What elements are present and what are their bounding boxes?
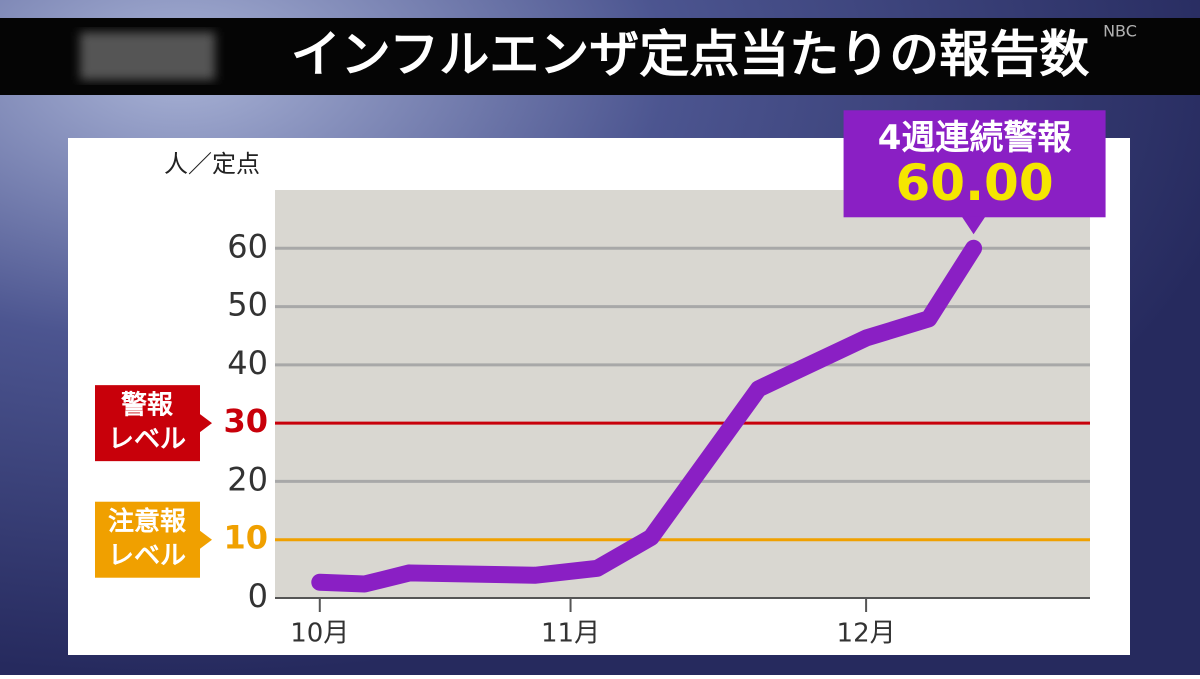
y-axis-label: 人／定点	[164, 150, 260, 178]
y-tick-label: 10	[223, 519, 268, 557]
callout-box	[843, 110, 1106, 218]
threshold-label: レベル	[108, 425, 186, 455]
y-tick-label: 60	[227, 227, 268, 265]
y-tick-label: 40	[227, 344, 268, 382]
callout-pointer	[961, 216, 986, 235]
y-tick-label: 50	[227, 286, 268, 324]
x-tick-label: 12月	[837, 619, 896, 649]
y-tick-label: 20	[227, 460, 268, 498]
data-line	[311, 239, 983, 593]
threshold-arrow	[200, 414, 212, 433]
threshold-label: 注意報	[108, 506, 187, 537]
threshold-arrow	[200, 530, 212, 549]
threshold-box	[95, 501, 200, 578]
y-tick-label: 0	[248, 577, 268, 615]
x-tick-label: 11月	[541, 619, 600, 649]
callout-text: 4週連続警報	[878, 118, 1072, 158]
y-tick-label: 30	[223, 402, 268, 440]
threshold-label: 警報	[121, 390, 174, 421]
threshold-label: レベル	[108, 541, 186, 571]
plot-area	[275, 190, 1090, 598]
value-label: 60.00	[895, 154, 1053, 212]
logo: NBC	[1103, 22, 1137, 41]
x-tick-label: 10月	[290, 619, 349, 649]
threshold-box	[95, 385, 200, 462]
blurred-logo	[80, 32, 215, 80]
title: インフルエンザ定点当たりの報告数	[291, 26, 1090, 84]
